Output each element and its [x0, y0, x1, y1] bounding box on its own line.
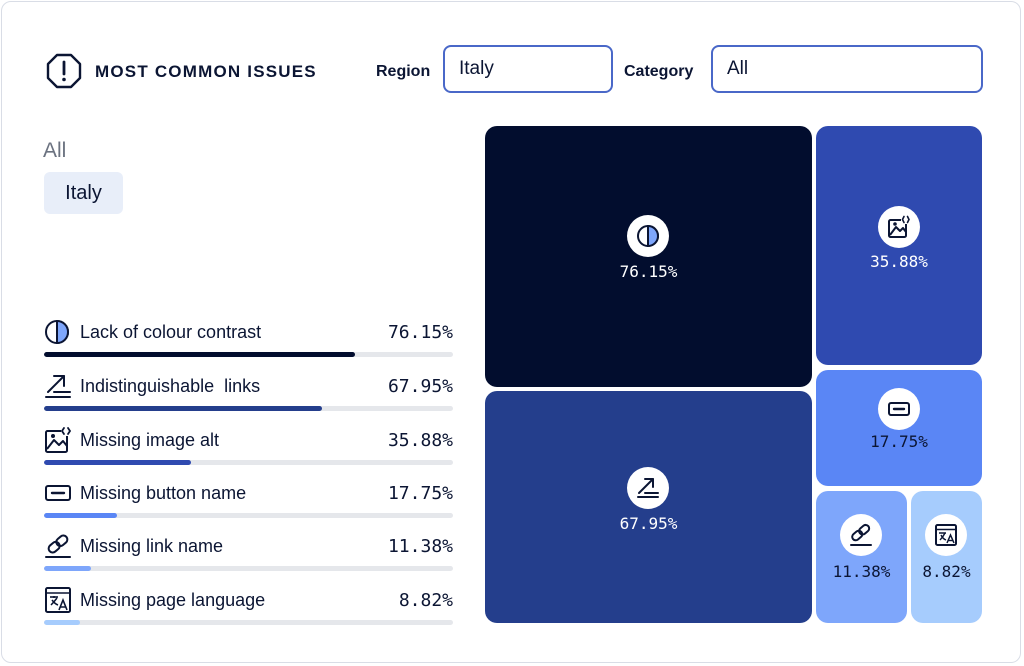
region-label: Region — [376, 63, 431, 80]
issue-bar-track — [44, 620, 453, 625]
tile-badge — [840, 514, 882, 556]
translate-icon — [45, 587, 71, 613]
issue-bar-fill — [44, 513, 117, 518]
contrast-icon — [45, 319, 69, 345]
image-code-icon — [888, 215, 911, 238]
issue-bar-track — [44, 513, 453, 518]
issue-label: Missing page language — [80, 590, 266, 610]
treemap-tile-missing-link-name[interactable]: 11.38% — [816, 491, 907, 623]
chain-link-icon — [45, 534, 71, 558]
issue-row-missing-link-name[interactable]: Missing link name 11.38% — [44, 532, 453, 582]
tile-badge — [878, 206, 920, 248]
breadcrumb-all[interactable]: All — [43, 139, 67, 162]
issue-bar-track — [44, 566, 453, 571]
issue-bar-track — [44, 460, 453, 465]
breadcrumb-current[interactable]: Italy — [44, 172, 123, 214]
region-select[interactable]: Italy — [443, 45, 613, 93]
issue-row-indistinguishable-links[interactable]: Indistinguishable links 67.95% — [44, 372, 453, 422]
issue-bar-track — [44, 352, 453, 357]
issue-value: 11.38% — [387, 536, 453, 557]
tile-badge — [925, 514, 967, 556]
issue-bar-fill — [44, 620, 81, 625]
link-arrow-icon — [45, 375, 71, 398]
button-icon — [888, 402, 910, 416]
issue-value: 8.82% — [398, 590, 453, 611]
tile-value: 35.88% — [870, 252, 928, 271]
issue-label: Missing link name — [80, 536, 224, 556]
category-select[interactable]: All — [711, 45, 983, 93]
issue-label: Missing button name — [80, 483, 247, 503]
issue-bar-fill — [44, 460, 191, 465]
treemap-tile-colour-contrast[interactable]: 76.15% — [485, 126, 812, 387]
tile-badge — [627, 467, 669, 509]
tile-badge — [627, 215, 669, 257]
category-label: Category — [624, 63, 694, 80]
treemap-tile-indistinguishable-links[interactable]: 67.95% — [485, 391, 812, 623]
tile-value: 17.75% — [870, 432, 928, 451]
treemap-tile-missing-button-name[interactable]: 17.75% — [816, 370, 982, 486]
issue-row-missing-image-alt[interactable]: Missing image alt 35.88% — [44, 426, 453, 476]
issue-bar-track — [44, 406, 453, 411]
chain-link-icon — [850, 523, 872, 546]
link-arrow-icon — [637, 478, 659, 498]
issue-row-colour-contrast[interactable]: Lack of colour contrast 76.15% — [44, 318, 453, 368]
issue-row-missing-page-language[interactable]: Missing page language 8.82% — [44, 586, 453, 636]
issue-label: Missing image alt — [80, 430, 220, 450]
issue-label: Indistinguishable links — [80, 376, 261, 396]
translate-icon — [935, 524, 957, 546]
alert-octagon-icon — [46, 53, 82, 89]
issue-label: Lack of colour contrast — [80, 322, 262, 342]
issue-bar-fill — [44, 566, 91, 571]
treemap-tile-missing-page-language[interactable]: 8.82% — [911, 491, 982, 623]
treemap-tile-missing-image-alt[interactable]: 35.88% — [816, 126, 982, 365]
issue-value: 76.15% — [387, 322, 453, 343]
tile-badge — [878, 388, 920, 430]
button-icon — [45, 485, 71, 501]
issue-row-missing-button-name[interactable]: Missing button name 17.75% — [44, 479, 453, 529]
image-code-icon — [45, 426, 72, 453]
issue-bar-fill — [44, 406, 322, 411]
issue-bar-fill — [44, 352, 356, 357]
issue-value: 35.88% — [387, 430, 453, 451]
issue-value: 67.95% — [387, 376, 453, 397]
tile-value: 8.82% — [922, 562, 971, 581]
issue-value: 17.75% — [387, 483, 453, 504]
tile-value: 76.15% — [619, 262, 678, 281]
page-title: MOST COMMON ISSUES — [95, 62, 317, 81]
tile-value: 67.95% — [619, 514, 678, 533]
tile-value: 11.38% — [832, 562, 891, 581]
contrast-icon — [637, 224, 659, 248]
